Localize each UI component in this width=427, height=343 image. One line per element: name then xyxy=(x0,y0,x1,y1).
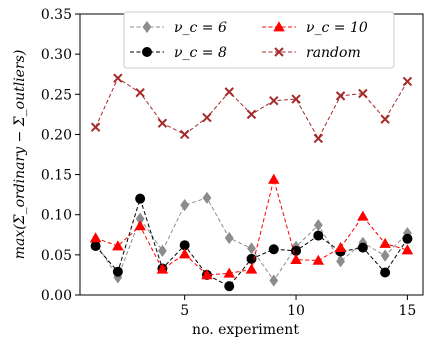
data-point xyxy=(357,210,369,221)
y-tick-label: 0.10 xyxy=(41,208,72,224)
data-point xyxy=(246,109,257,120)
data-point xyxy=(269,96,279,106)
data-point xyxy=(269,274,279,287)
legend-label: random xyxy=(306,45,361,61)
series-3 xyxy=(90,73,413,144)
data-point xyxy=(90,241,101,252)
y-tick-label: 0.00 xyxy=(41,288,72,304)
data-point xyxy=(290,253,302,264)
data-point xyxy=(401,244,414,255)
data-point xyxy=(380,267,391,278)
data-point xyxy=(113,73,123,83)
legend-entry: ν_c = 6 xyxy=(130,20,227,36)
legend: ν_c = 6 ν_c = 10 ν_c = 8 random xyxy=(123,11,395,69)
data-point xyxy=(201,269,213,280)
data-point xyxy=(291,245,302,256)
legend-marker xyxy=(142,47,152,57)
x-tick-label: 5 xyxy=(180,303,189,319)
data-point xyxy=(224,281,235,292)
data-point xyxy=(245,263,258,274)
y-tick-label: 0.30 xyxy=(41,47,72,63)
data-point xyxy=(268,244,279,255)
legend-box xyxy=(123,11,395,69)
data-point xyxy=(268,173,280,184)
data-point xyxy=(336,255,346,268)
data-point xyxy=(402,233,413,244)
legend-entry: ν_c = 10 xyxy=(262,20,368,36)
data-point xyxy=(112,240,124,251)
series-2 xyxy=(89,173,414,280)
data-point xyxy=(178,248,191,259)
data-point xyxy=(379,237,391,248)
legend-entry: random xyxy=(262,45,361,61)
series-layer xyxy=(89,73,414,292)
data-point xyxy=(112,266,123,277)
data-point xyxy=(156,263,169,274)
y-axis-label: max(Σ_ordinary − Σ_outliers) xyxy=(12,50,28,260)
data-point xyxy=(312,254,325,265)
data-point xyxy=(402,76,413,87)
data-point xyxy=(202,112,212,123)
y-tick-label: 0.35 xyxy=(41,7,72,23)
series-line xyxy=(95,77,408,140)
x-tick-label: 10 xyxy=(287,303,305,319)
data-point xyxy=(246,253,257,264)
legend-marker xyxy=(142,20,152,34)
ticks-layer: 0.00 0.05 0.10 0.15 0.20 0.25 0.30 0.35 5 10 15 xyxy=(41,7,416,319)
data-point xyxy=(224,231,234,245)
data-point xyxy=(90,122,101,132)
data-point xyxy=(89,232,102,243)
legend-marker xyxy=(274,47,284,57)
data-point xyxy=(291,94,301,104)
data-point xyxy=(313,133,324,144)
data-point xyxy=(157,118,168,128)
data-point xyxy=(380,114,390,124)
data-point xyxy=(335,91,346,101)
data-point xyxy=(202,191,212,205)
legend-label: ν_c = 8 xyxy=(174,45,227,61)
data-point xyxy=(134,220,146,231)
legend-label: ν_c = 6 xyxy=(174,20,227,36)
y-tick-label: 0.15 xyxy=(41,168,72,184)
data-point xyxy=(179,240,190,251)
data-point xyxy=(334,241,347,252)
legend-entry: ν_c = 8 xyxy=(130,45,227,61)
y-tick-label: 0.20 xyxy=(41,127,72,143)
y-tick-label: 0.25 xyxy=(41,87,72,103)
data-point xyxy=(357,242,368,253)
data-point xyxy=(135,193,146,204)
data-point xyxy=(179,129,190,140)
data-point xyxy=(135,87,145,98)
legend-label: ν_c = 10 xyxy=(306,20,368,36)
data-point xyxy=(380,249,390,262)
data-point xyxy=(223,267,235,278)
x-tick-label: 15 xyxy=(398,303,416,319)
data-point xyxy=(180,198,190,212)
data-point xyxy=(157,244,167,258)
data-point xyxy=(358,88,368,99)
legend-marker xyxy=(273,21,285,32)
data-point xyxy=(313,230,324,241)
x-axis-label: no. experiment xyxy=(192,322,299,338)
y-tick-label: 0.05 xyxy=(41,248,72,264)
data-point xyxy=(224,87,234,97)
